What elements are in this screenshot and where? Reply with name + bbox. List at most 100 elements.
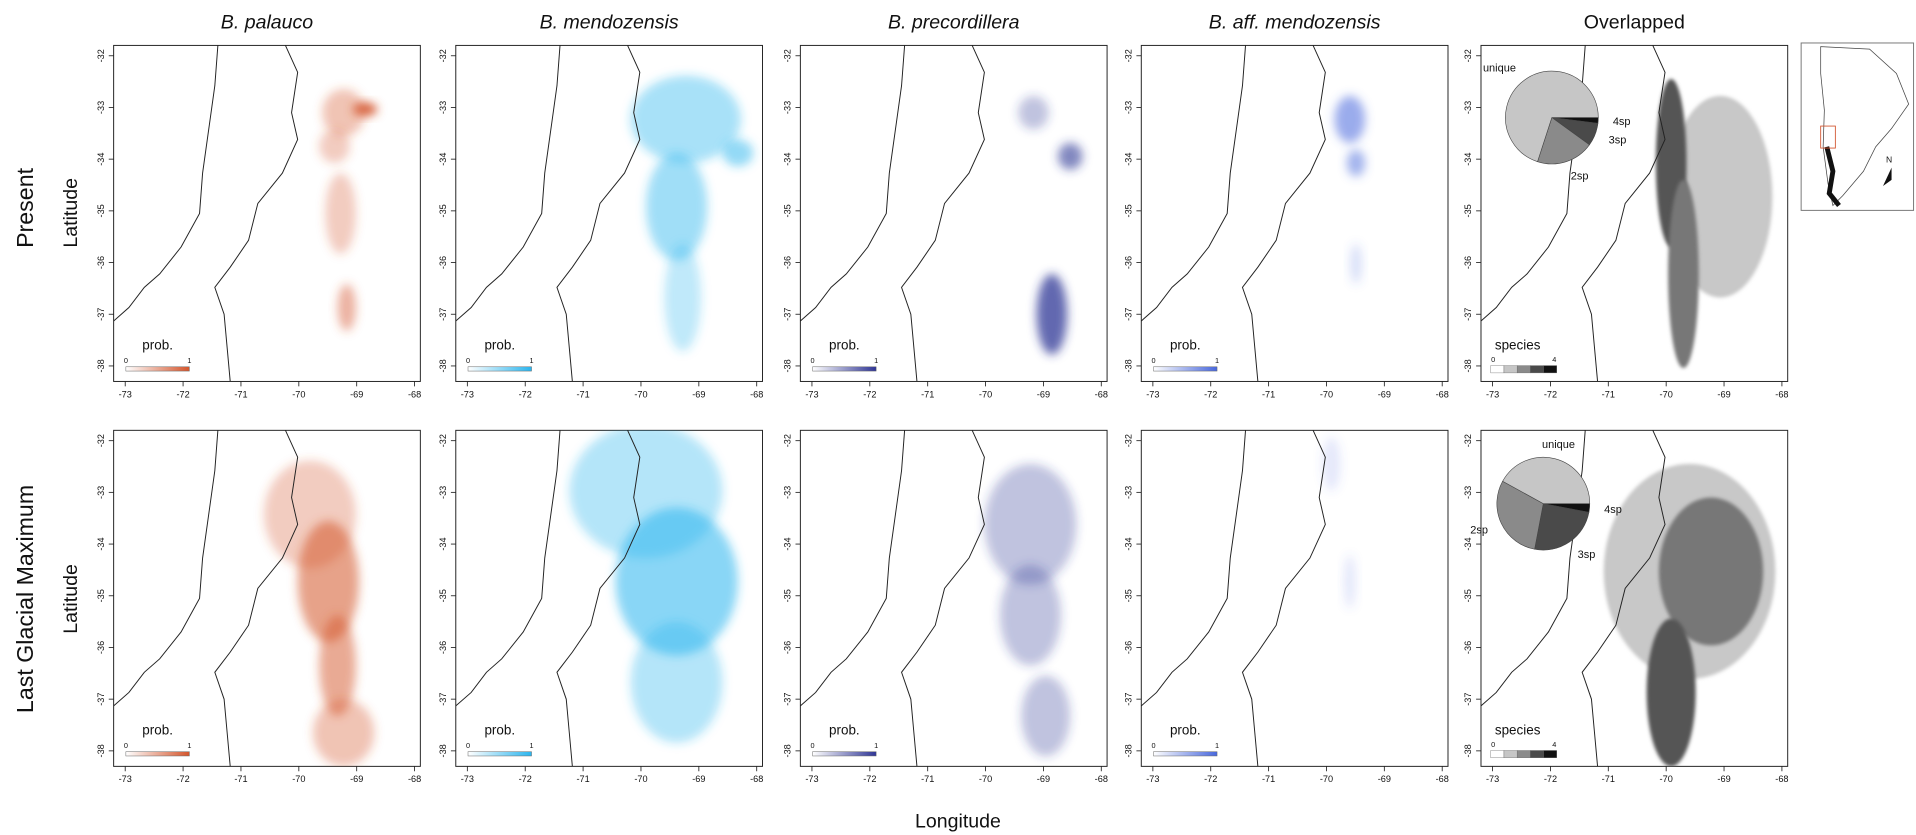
border <box>556 45 641 382</box>
y-tick-label: -38 <box>1463 359 1473 372</box>
legend-step <box>1543 750 1557 758</box>
x-tick-label: -69 <box>1037 389 1050 399</box>
distribution <box>1141 430 1356 767</box>
legend-tick-label: 1 <box>874 741 878 750</box>
x-tick-label: -70 <box>1320 389 1333 399</box>
x-tick-label: -70 <box>1660 774 1673 784</box>
x-tick-label: -72 <box>519 774 532 784</box>
distribution <box>1480 430 1776 767</box>
x-tick-label: -72 <box>1544 389 1557 399</box>
y-tick-label: -38 <box>783 359 793 372</box>
y-tick-label: -35 <box>1463 589 1473 602</box>
overlap-area <box>1668 179 1699 369</box>
y-tick-label: -37 <box>1124 308 1134 321</box>
y-tick-label: -32 <box>783 49 793 62</box>
x-tick-label: -68 <box>1436 774 1449 784</box>
panel-frame <box>113 429 421 767</box>
legend-step <box>1516 365 1531 374</box>
x-tick-label: -73 <box>1146 774 1159 784</box>
suitability-area <box>1058 142 1083 170</box>
legend-bar <box>125 751 190 757</box>
y-tick-label: -35 <box>783 589 793 602</box>
y-tick-label: -33 <box>438 486 448 499</box>
y-tick-label: -34 <box>1463 537 1473 550</box>
legend-title: species <box>1495 723 1541 738</box>
legend-step <box>1490 750 1505 758</box>
legend-tick-label: 0 <box>1151 356 1155 365</box>
legend-bar <box>812 366 877 372</box>
inset-patagonia <box>1824 146 1841 208</box>
legend-step <box>1490 365 1505 374</box>
y-axis-label: Latitude <box>60 178 82 248</box>
x-tick-label: -70 <box>634 389 647 399</box>
suitability-area <box>312 699 375 767</box>
y-tick-label: -35 <box>438 589 448 602</box>
legend-tick-label: 0 <box>1491 740 1495 749</box>
column-title: B. palauco <box>221 11 313 33</box>
x-tick-label: -70 <box>979 389 992 399</box>
y-tick-label: -33 <box>438 101 448 114</box>
legend-tick-label: 0 <box>466 356 470 365</box>
legend-step <box>1516 750 1531 758</box>
x-tick-label: -71 <box>1262 389 1275 399</box>
y-tick-label: -34 <box>96 153 106 166</box>
inset-map: N <box>1800 42 1915 211</box>
legend-tick-label: 0 <box>124 356 128 365</box>
y-tick-label: -33 <box>1124 486 1134 499</box>
pie-slice <box>1502 456 1591 504</box>
suitability-area <box>337 284 356 332</box>
legend-bar <box>1153 366 1218 372</box>
map-panel: -73 -72 -71 -70 -69 -68 -32 -33 -34 -35 -36 -37 -38 s… <box>1463 429 1789 784</box>
y-tick-label: -37 <box>96 693 106 706</box>
overlap-area <box>1658 497 1764 646</box>
legend-title: prob. <box>1170 723 1201 738</box>
y-tick-label: -33 <box>1124 101 1134 114</box>
x-tick-label: -68 <box>1775 389 1788 399</box>
suitability-area <box>1346 149 1366 177</box>
x-tick-label: -71 <box>234 389 247 399</box>
overlap-area <box>1646 618 1696 767</box>
x-tick-label: -71 <box>576 389 589 399</box>
north-label: N <box>1886 155 1892 165</box>
x-tick-label: -72 <box>176 389 189 399</box>
y-tick-label: -34 <box>1124 153 1134 166</box>
legend-tick-label: 0 <box>811 356 815 365</box>
x-tick-label: -73 <box>805 774 818 784</box>
y-tick-label: -37 <box>1463 693 1473 706</box>
y-tick-label: -36 <box>1463 641 1473 654</box>
y-tick-label: -33 <box>783 101 793 114</box>
x-tick-label: -68 <box>408 774 421 784</box>
map-panel: -73 -72 -71 -70 -69 -68 -32 -33 -34 -35 -36 -37 -38 p… <box>1124 429 1449 784</box>
x-tick-label: -73 <box>119 389 132 399</box>
y-tick-label: -38 <box>96 744 106 757</box>
distribution <box>800 430 1077 767</box>
y-tick-label: -37 <box>783 308 793 321</box>
suitability-area <box>999 564 1062 666</box>
y-tick-label: -33 <box>1463 486 1473 499</box>
inset-study-area <box>1820 125 1836 149</box>
suitability-area <box>984 463 1077 585</box>
coastline <box>800 430 906 707</box>
legend-title: prob. <box>142 723 173 738</box>
suitability-area <box>1322 437 1341 491</box>
x-tick-label: -69 <box>692 774 705 784</box>
legend-bar <box>125 366 190 372</box>
legend-tick-label: 0 <box>1151 741 1155 750</box>
suitability-area <box>1343 554 1356 609</box>
legend-step <box>1543 365 1557 374</box>
y-tick-label: -35 <box>96 589 106 602</box>
x-tick-label: -68 <box>1775 774 1788 784</box>
x-tick-label: -72 <box>863 389 876 399</box>
legend-tick-label: 4 <box>1552 355 1556 364</box>
distribution <box>800 45 1083 382</box>
legend-tick-label: 1 <box>874 356 878 365</box>
distribution <box>1480 45 1773 382</box>
x-tick-label: -69 <box>1378 774 1391 784</box>
pie-label: 4sp <box>1613 116 1631 128</box>
legend-bar <box>1153 751 1218 757</box>
border <box>900 430 985 767</box>
pie-label: unique <box>1483 63 1516 75</box>
pie-label: 2sp <box>1571 170 1589 182</box>
y-tick-label: -36 <box>783 641 793 654</box>
y-tick-label: -34 <box>1124 537 1134 550</box>
